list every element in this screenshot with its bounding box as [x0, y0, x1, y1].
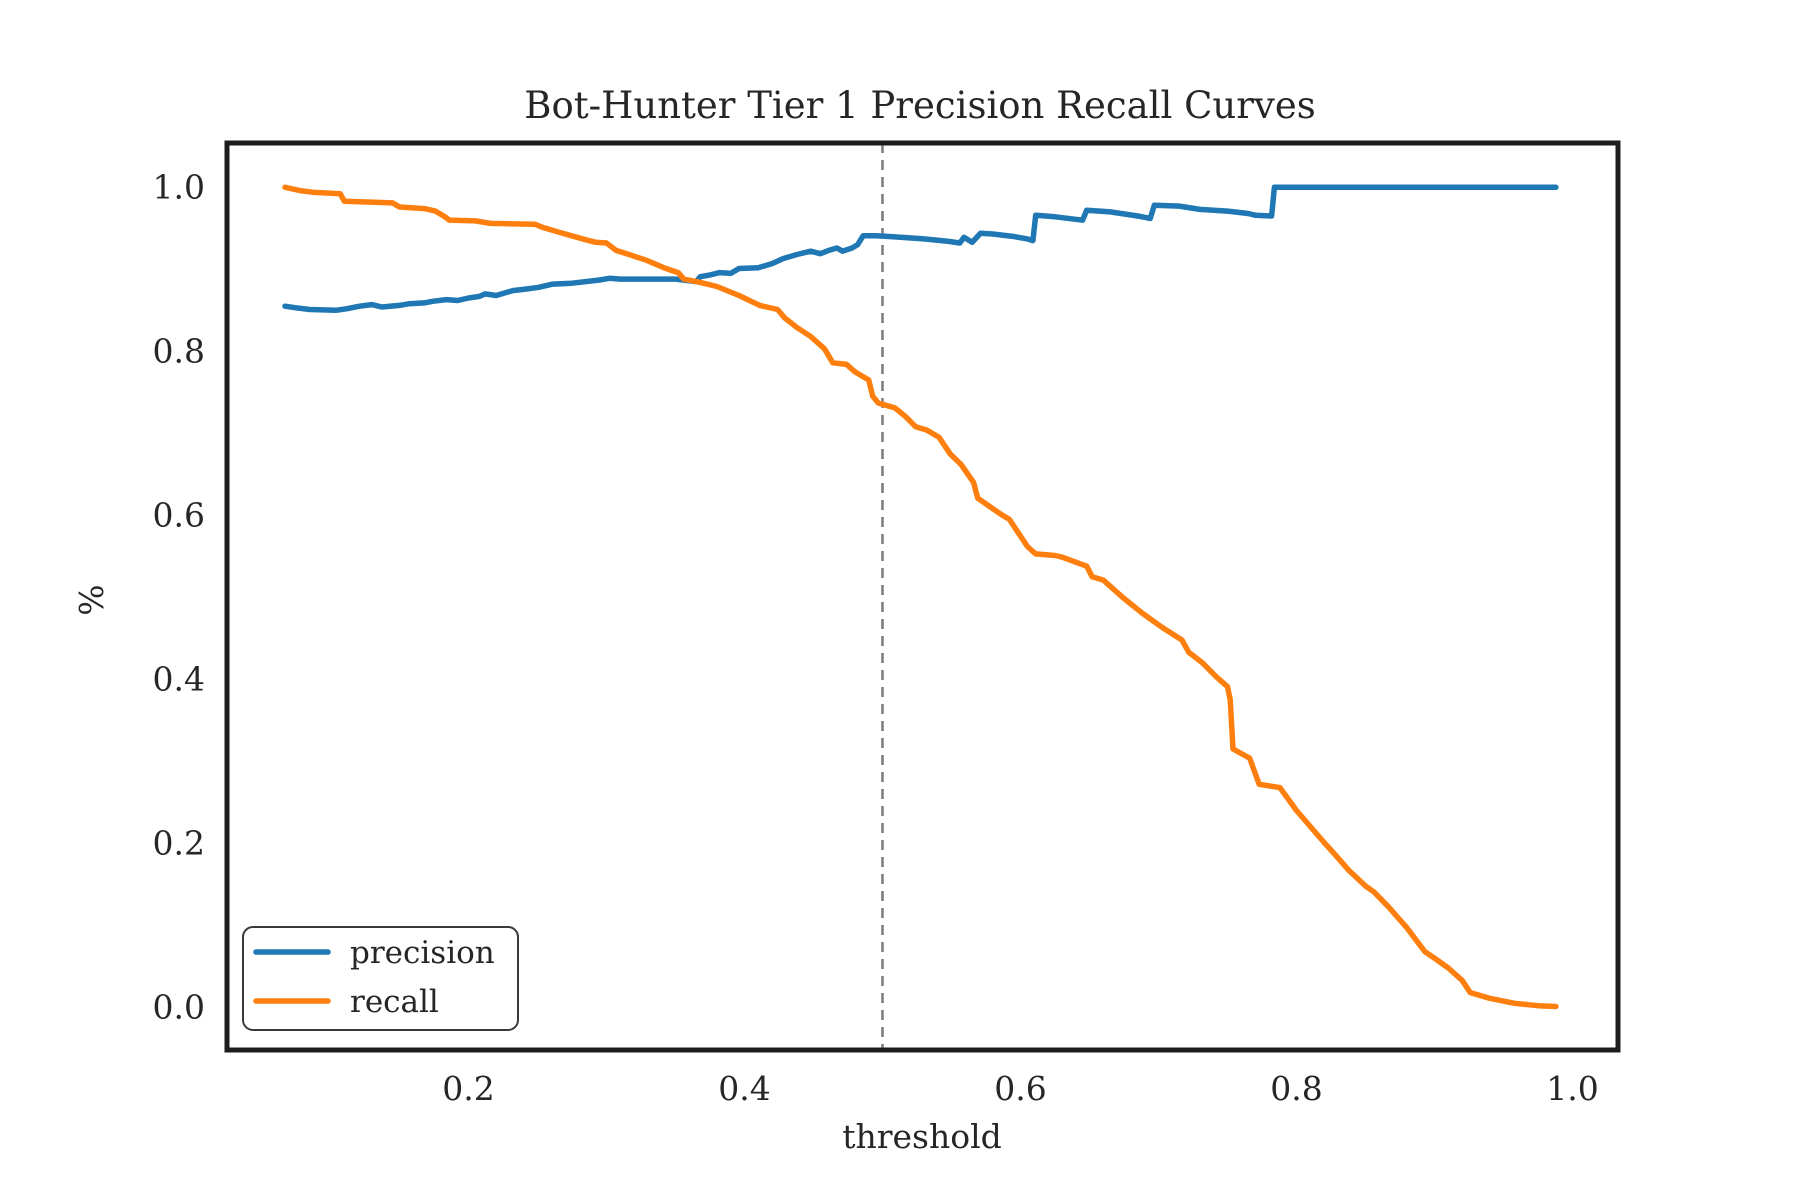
x-tick-label: 0.2 — [442, 1069, 494, 1108]
y-axis-tick-labels: 0.0 0.2 0.4 0.6 0.8 1.0 — [153, 167, 205, 1026]
y-tick-label: 0.0 — [153, 987, 205, 1026]
x-tick-label: 0.8 — [1270, 1069, 1322, 1108]
y-tick-label: 0.4 — [153, 659, 205, 698]
y-tick-label: 1.0 — [153, 167, 205, 206]
y-tick-label: 0.2 — [153, 823, 205, 862]
x-tick-label: 0.4 — [718, 1069, 770, 1108]
recall-line — [282, 184, 1559, 1010]
x-tick-label: 0.6 — [994, 1069, 1046, 1108]
precision-line — [282, 184, 1559, 314]
chart-title: Bot-Hunter Tier 1 Precision Recall Curve… — [524, 84, 1315, 127]
x-tick-label: 1.0 — [1546, 1069, 1598, 1108]
x-axis-tick-labels: 0.2 0.4 0.6 0.8 1.0 — [442, 1069, 1598, 1108]
y-axis-label: % — [72, 584, 111, 615]
legend-recall-label: recall — [350, 984, 439, 1020]
x-axis-label: threshold — [842, 1117, 1002, 1156]
y-tick-label: 0.8 — [153, 331, 205, 370]
legend-precision-label: precision — [350, 935, 495, 971]
plot-border — [224, 140, 1621, 1053]
legend: precision recall — [242, 926, 519, 1031]
y-tick-label: 0.6 — [153, 495, 205, 534]
